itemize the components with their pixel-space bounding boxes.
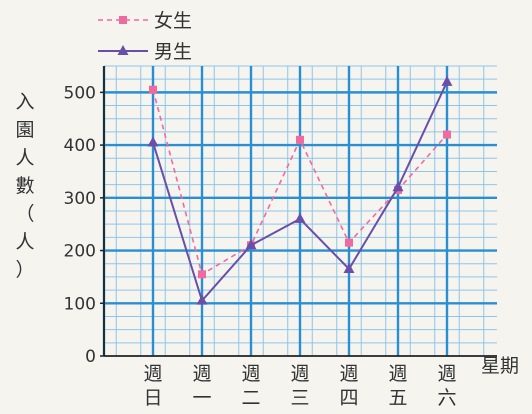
legend-label: 男生 bbox=[154, 41, 192, 63]
y-tick-label: 300 bbox=[64, 189, 96, 209]
x-tick-label: 週二 bbox=[241, 363, 260, 409]
data-point bbox=[198, 270, 206, 279]
x-tick-label: 週六 bbox=[437, 363, 456, 409]
x-tick-label: 週一 bbox=[192, 363, 211, 409]
data-point bbox=[294, 212, 306, 223]
data-point bbox=[443, 130, 451, 139]
x-tick-label: 週五 bbox=[388, 363, 407, 409]
data-point bbox=[441, 75, 453, 86]
legend-marker bbox=[117, 45, 129, 55]
y-tick-label: 400 bbox=[64, 136, 96, 156]
y-tick-label: 0 bbox=[85, 347, 96, 367]
data-point bbox=[245, 239, 257, 250]
y-tick-labels: 0 100 200 300 400 500 bbox=[64, 83, 104, 367]
data-point bbox=[392, 181, 404, 192]
data-point bbox=[345, 238, 353, 247]
legend-marker bbox=[119, 16, 127, 24]
y-axis-label-text: 入園人數（人） bbox=[15, 91, 34, 281]
y-tick-label: 200 bbox=[64, 242, 96, 262]
y-tick-label: 100 bbox=[64, 294, 96, 314]
series-group bbox=[147, 75, 453, 305]
x-tick-label: 週日 bbox=[143, 363, 162, 409]
data-point bbox=[149, 85, 157, 94]
data-point bbox=[296, 135, 304, 144]
y-axis-label: 入園人數（人） bbox=[15, 91, 34, 281]
x-tick-label: 週三 bbox=[290, 363, 309, 409]
y-tick-label: 500 bbox=[64, 83, 96, 103]
legend-label: 女生 bbox=[154, 10, 192, 32]
data-point bbox=[196, 294, 208, 305]
data-point bbox=[147, 136, 159, 147]
x-tick-label: 週四 bbox=[339, 363, 358, 409]
x-axis-label: 星期 bbox=[481, 355, 519, 377]
data-point bbox=[343, 263, 355, 273]
